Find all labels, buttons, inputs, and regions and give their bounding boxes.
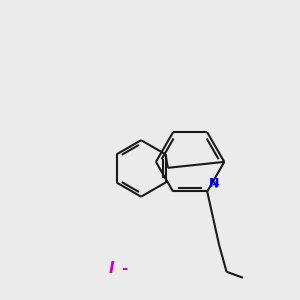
Text: I: I	[109, 261, 114, 276]
Text: +: +	[212, 180, 220, 190]
Text: -: -	[122, 261, 128, 276]
Text: N: N	[209, 177, 219, 190]
